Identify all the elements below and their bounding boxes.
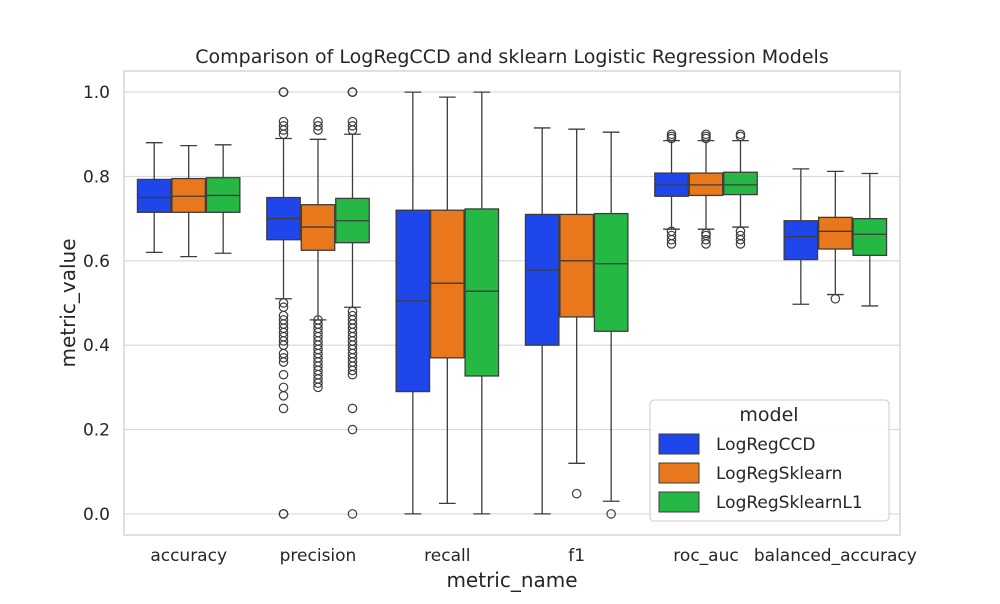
outlier-point <box>735 239 746 249</box>
outlier-point <box>278 87 289 97</box>
iqr-box <box>464 208 500 377</box>
outlier-point <box>313 121 323 131</box>
x-axis-ticks: accuracy precision recall f1 roc_auc balanced… <box>150 546 916 566</box>
outlier-point <box>701 133 711 144</box>
legend-swatch-LogRegSklearnL1 <box>658 491 700 513</box>
plot-frame <box>123 70 901 536</box>
box-LogRegSklearn-balanced_accuracy <box>817 170 853 304</box>
outlier-point <box>347 369 358 380</box>
iqr-box <box>783 220 819 261</box>
outlier-point <box>347 125 358 135</box>
outlier-point <box>347 424 358 435</box>
y-tick-label: 0.0 <box>83 505 110 525</box>
outlier-point <box>606 509 616 519</box>
iqr-box <box>593 212 629 332</box>
box-LogRegSklearnL1-balanced_accuracy <box>852 172 888 307</box>
outlier-point <box>278 125 289 135</box>
box-LogRegCCD-f1 <box>524 127 560 515</box>
box-LogRegSklearnL1-roc_auc <box>723 129 758 249</box>
box-LogRegCCD-precision <box>266 87 301 519</box>
y-axis-title: metric_value <box>56 238 80 367</box>
box-plot-area <box>136 87 888 519</box>
iqr-box <box>723 171 758 196</box>
outlier-point <box>347 121 358 131</box>
box-LogRegSklearnL1-recall <box>464 91 500 515</box>
legend-frame <box>649 399 890 522</box>
y-tick-label: 0.8 <box>83 167 110 187</box>
outlier-point <box>735 234 746 245</box>
outlier-point <box>666 239 677 249</box>
outlier-point <box>701 234 711 245</box>
outlier-point <box>278 509 289 519</box>
box-LogRegSklearnL1-precision <box>335 87 370 519</box>
y-axis-ticks: 0.0 0.2 0.4 0.6 0.8 1.0 <box>83 83 110 525</box>
legend-swatch-LogRegCCD <box>658 433 700 455</box>
iqr-box <box>852 217 888 256</box>
legend: model LogRegCCD LogRegSklearn LogRegSklear… <box>649 399 890 522</box>
outlier-point <box>347 87 358 97</box>
iqr-box <box>136 178 172 213</box>
box-LogRegSklearn-accuracy <box>171 145 207 258</box>
outlier-point <box>347 509 358 519</box>
legend-label-LogRegSklearnL1: LogRegSklearnL1 <box>716 493 863 513</box>
outlier-point <box>278 129 289 140</box>
iqr-box <box>559 213 595 318</box>
legend-label-LogRegSklearn: LogRegSklearn <box>716 464 842 484</box>
y-tick-label: 0.6 <box>83 252 110 272</box>
outlier-point <box>701 239 711 249</box>
x-tick-label: balanced_accuracy <box>754 546 917 566</box>
legend-label-LogRegCCD: LogRegCCD <box>716 435 816 455</box>
outlier-point <box>735 131 746 142</box>
x-tick-label: roc_auc <box>673 546 738 566</box>
x-tick-label: recall <box>424 546 470 566</box>
chart-title: Comparison of LogRegCCD and sklearn Logi… <box>195 46 829 68</box>
box-LogRegCCD-accuracy <box>136 142 172 254</box>
outlier-point <box>278 390 289 401</box>
outlier-point <box>278 336 289 346</box>
outlier-point <box>278 382 289 393</box>
box-LogRegCCD-roc_auc <box>654 129 689 249</box>
legend-title: model <box>739 404 798 426</box>
box-LogRegSklearnL1-f1 <box>593 131 629 519</box>
outlier-point <box>571 488 582 499</box>
iqr-box <box>817 216 853 250</box>
x-tick-label: accuracy <box>150 546 227 566</box>
box-LogRegSklearnL1-accuracy <box>205 144 241 254</box>
outlier-point <box>278 357 289 367</box>
x-tick-label: precision <box>280 546 357 566</box>
y-tick-label: 0.4 <box>83 336 110 356</box>
iqr-box <box>171 177 207 213</box>
outlier-point <box>278 369 289 380</box>
box-LogRegSklearn-roc_auc <box>688 129 724 249</box>
box-LogRegSklearn-precision <box>300 116 336 393</box>
outlier-point <box>666 234 677 245</box>
x-axis-title: metric_name <box>446 568 577 592</box>
outlier-point <box>830 293 841 304</box>
y-tick-label: 0.2 <box>83 421 110 441</box>
box-LogRegSklearn-recall <box>429 96 465 505</box>
legend-swatch-LogRegSklearn <box>658 462 700 484</box>
box-LogRegCCD-recall <box>395 91 431 515</box>
y-tick-label: 1.0 <box>83 83 110 103</box>
outlier-point <box>347 365 358 376</box>
x-tick-label: f1 <box>568 546 585 566</box>
outlier-point <box>278 353 289 363</box>
outlier-point <box>347 403 358 414</box>
outlier-point <box>313 125 323 135</box>
iqr-box <box>524 213 560 346</box>
box-LogRegSklearn-f1 <box>559 128 595 499</box>
outlier-point <box>313 378 323 388</box>
outlier-point <box>313 382 323 393</box>
outlier-point <box>278 298 289 308</box>
iqr-box <box>429 209 465 359</box>
outlier-point <box>278 403 289 414</box>
box-LogRegCCD-balanced_accuracy <box>783 168 819 305</box>
outlier-point <box>666 131 677 142</box>
